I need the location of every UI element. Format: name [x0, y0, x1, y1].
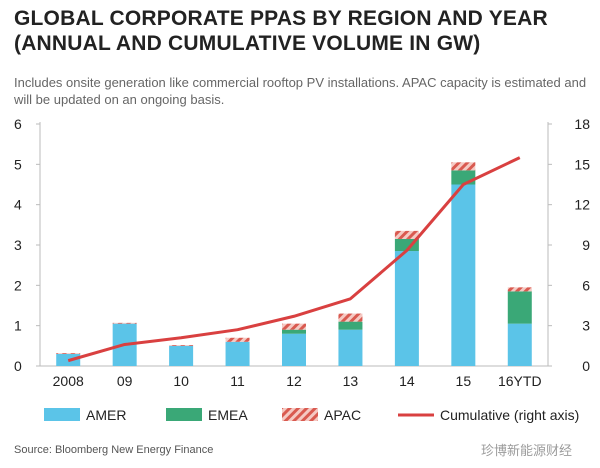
- legend-emea-label: EMEA: [208, 407, 248, 423]
- x-tick-label: 13: [343, 373, 359, 389]
- chart-title: GLOBAL CORPORATE PPAS BY REGION AND YEAR…: [14, 6, 594, 56]
- y2-tick-label: 18: [574, 116, 590, 132]
- watermark: 珍博新能源财经: [480, 444, 572, 459]
- y-tick-label: 2: [14, 277, 22, 293]
- bar-amer: [225, 341, 250, 366]
- legend-apac-label: APAC: [324, 407, 361, 423]
- bar-amer: [451, 184, 476, 366]
- bar-emea: [451, 170, 476, 185]
- chart-title-line-1: GLOBAL CORPORATE PPAS BY REGION AND YEAR: [14, 7, 548, 30]
- bar-amer: [394, 251, 419, 366]
- bar-apac: [112, 322, 137, 324]
- bar-emea: [282, 329, 306, 334]
- bar-apac: [282, 323, 306, 330]
- bar-amer: [507, 323, 532, 366]
- line-layer: [67, 156, 521, 363]
- y-tick-label: 1: [14, 318, 22, 334]
- bar-amer: [169, 345, 194, 366]
- x-tick-label: 11: [230, 373, 245, 389]
- source-note: Source: Bloomberg New Energy Finance: [14, 444, 214, 456]
- y-tick-label: 6: [14, 116, 22, 132]
- x-tick-label: 14: [399, 373, 415, 389]
- legend-emea-swatch: [166, 408, 202, 421]
- legend-cumulative-label: Cumulative (right axis): [440, 407, 579, 423]
- bars-layer: [56, 162, 532, 366]
- y-tick-label: 3: [14, 237, 22, 253]
- legend-amer-label: AMER: [86, 407, 126, 423]
- y2-tick-label: 12: [574, 197, 590, 213]
- y-tick-label: 4: [14, 197, 22, 213]
- x-tick-label: 2008: [53, 373, 84, 389]
- legend: AMER EMEA APAC Cumulative (right axis): [44, 407, 579, 423]
- y-tick-label: 5: [14, 156, 22, 172]
- bar-apac: [225, 337, 250, 342]
- y2-tick-label: 0: [582, 358, 590, 374]
- x-tick-label: 10: [173, 373, 189, 389]
- bar-apac: [451, 162, 476, 171]
- bar-emea: [507, 291, 532, 324]
- y2-tick-label: 6: [582, 277, 590, 293]
- x-tick-label: 09: [117, 373, 133, 389]
- x-tick-label: 15: [456, 373, 472, 389]
- legend-amer-swatch: [44, 408, 80, 421]
- chart-subtitle: Includes onsite generation like commerci…: [14, 75, 587, 107]
- bar-apac: [507, 287, 532, 292]
- bar-amer: [338, 329, 363, 366]
- legend-apac-swatch: [282, 408, 318, 421]
- x-tick-label: 12: [286, 373, 302, 389]
- bar-apac: [56, 353, 81, 354]
- bar-apac: [394, 230, 419, 239]
- bar-apac: [338, 313, 363, 322]
- bar-apac: [169, 345, 194, 346]
- y2-tick-label: 9: [582, 237, 590, 253]
- y-tick-label: 0: [14, 358, 22, 374]
- y2-tick-label: 15: [574, 156, 590, 172]
- bar-emea: [338, 321, 363, 330]
- chart-title-line-2: (ANNUAL AND CUMULATIVE VOLUME IN GW): [14, 32, 481, 55]
- y2-tick-label: 3: [582, 318, 590, 334]
- bar-amer: [282, 333, 306, 366]
- x-tick-label: 16YTD: [498, 373, 542, 389]
